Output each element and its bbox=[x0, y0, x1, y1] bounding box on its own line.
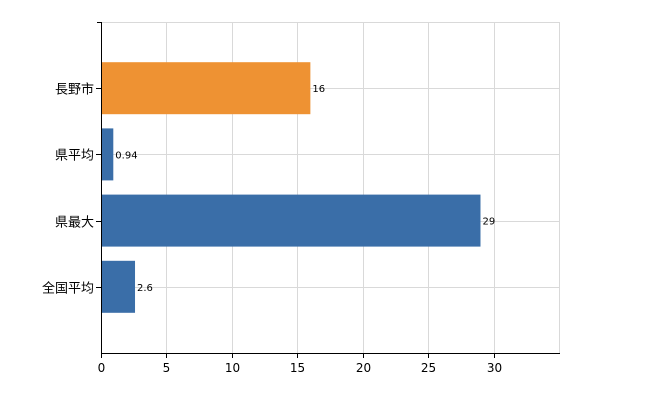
x-tick-label-4: 20 bbox=[356, 361, 371, 375]
bar-1 bbox=[101, 128, 114, 181]
x-tick-label-5: 25 bbox=[421, 361, 436, 375]
x-tick-label-2: 10 bbox=[225, 361, 240, 375]
x-tick-label-3: 15 bbox=[290, 361, 305, 375]
bar-2 bbox=[101, 194, 481, 247]
data-label-2: 29 bbox=[482, 217, 495, 228]
x-tick-label-6: 30 bbox=[487, 361, 502, 375]
data-label-3: 2.6 bbox=[137, 283, 153, 294]
data-label-1: 0.94 bbox=[115, 150, 137, 161]
x-tick-label-0: 0 bbox=[98, 361, 106, 375]
bars bbox=[101, 62, 481, 313]
y-tick-label-3: 全国平均 bbox=[42, 281, 94, 297]
y-tick-label-0: 長野市 bbox=[55, 82, 94, 98]
bar-0 bbox=[101, 62, 311, 115]
bar-3 bbox=[101, 260, 136, 313]
y-tick-label-1: 県平均 bbox=[55, 149, 94, 164]
data-label-0: 16 bbox=[312, 84, 325, 95]
x-tick-label-1: 5 bbox=[163, 361, 171, 375]
y-tick-label-2: 県最大 bbox=[55, 216, 94, 231]
axes bbox=[96, 22, 560, 358]
